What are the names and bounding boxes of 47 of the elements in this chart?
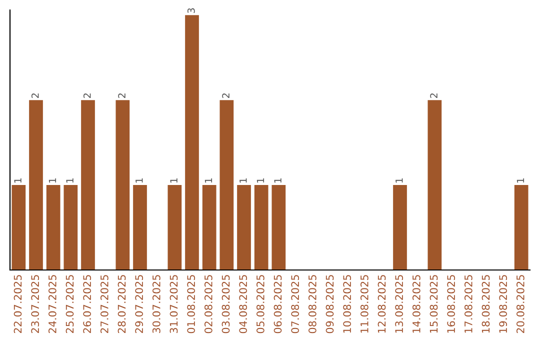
- x-tick-label: 09.08.2025: [326, 275, 334, 334]
- data-label: 1: [66, 178, 74, 183]
- data-label: 1: [48, 178, 56, 183]
- x-tick-label: 07.08.2025: [291, 275, 300, 334]
- data-label: 1: [170, 178, 178, 183]
- x-tick-label: 24.07.2025: [48, 275, 56, 334]
- x-tick-label: 18.08.2025: [482, 275, 490, 333]
- x-tick-label: 11.08.2025: [360, 275, 368, 333]
- data-label: 2: [31, 93, 39, 98]
- x-tick-label: 05.08.2025: [256, 275, 264, 334]
- x-tick-label: 08.08.2025: [308, 275, 316, 334]
- x-tick-label: 29.07.2025: [135, 275, 144, 334]
- data-label: 2: [118, 93, 126, 98]
- x-tick-label: 03.08.2025: [222, 275, 230, 334]
- data-label: 1: [274, 178, 282, 183]
- x-tick-label: 06.08.2025: [274, 275, 282, 334]
- x-tick-label: 28.07.2025: [118, 275, 126, 334]
- data-label: 1: [256, 178, 264, 183]
- x-tick-label: 27.07.2025: [100, 275, 108, 334]
- x-tick-label: 17.08.2025: [464, 275, 472, 333]
- data-label: 2: [430, 93, 438, 98]
- data-label: 1: [14, 178, 22, 183]
- x-tick-label: 16.08.2025: [447, 275, 456, 333]
- x-tick-label: 31.07.2025: [170, 275, 178, 334]
- x-tick-label: 25.07.2025: [66, 275, 74, 334]
- data-label: 2: [222, 93, 230, 98]
- data-label: 1: [240, 178, 247, 183]
- x-tick-label: 23.07.2025: [31, 275, 40, 334]
- x-tick-label: 26.07.2025: [83, 275, 92, 334]
- data-label: 1: [396, 178, 403, 183]
- data-label: 1: [204, 178, 212, 183]
- x-tick-label: 22.07.2025: [14, 275, 22, 334]
- data-label: 3: [187, 8, 195, 13]
- x-tick-label: 04.08.2025: [239, 275, 248, 334]
- x-tick-label: 02.08.2025: [204, 275, 212, 334]
- x-tick-label: 12.08.2025: [378, 275, 386, 333]
- x-tick-label: 13.08.2025: [395, 275, 404, 333]
- x-tick-label: 20.08.2025: [516, 275, 524, 334]
- data-label: 1: [136, 178, 143, 183]
- x-tick-label: 01.08.2025: [187, 275, 196, 334]
- data-label: 2: [83, 93, 91, 98]
- x-tick-label: 19.08.2025: [499, 275, 508, 333]
- data-label: 1: [516, 178, 524, 183]
- x-tick-label: 30.07.2025: [152, 275, 160, 334]
- x-tick-label: 15.08.2025: [430, 275, 438, 333]
- x-tick-label: 10.08.2025: [343, 275, 352, 333]
- x-tick-label: 14.08.2025: [412, 275, 420, 333]
